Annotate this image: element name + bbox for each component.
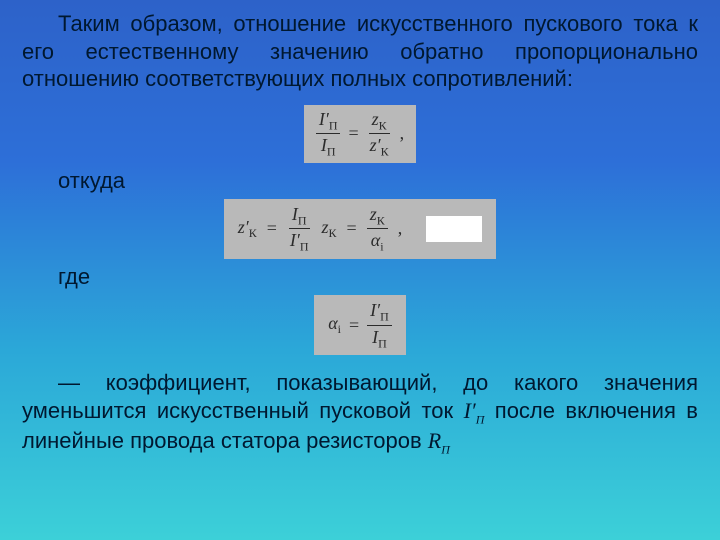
f2-lhs: z′ bbox=[238, 217, 249, 237]
f1-rns: К bbox=[379, 118, 387, 132]
f1-tail: , bbox=[400, 123, 405, 144]
formula-2-white-box bbox=[426, 216, 482, 242]
f3-lhs-wrap: αi bbox=[328, 313, 341, 337]
f2-rnv: z bbox=[370, 204, 377, 224]
f3-lhs: α bbox=[328, 313, 337, 333]
f2-eq1: = bbox=[267, 218, 277, 239]
f2-rns: К bbox=[377, 213, 385, 227]
f1-rds: К bbox=[381, 145, 389, 159]
formula-2-wrap: z′К = IП I′П zК = zК αi bbox=[22, 199, 698, 259]
formula-1-right-den: z′К bbox=[367, 134, 392, 158]
p2-sub2: П bbox=[441, 443, 450, 457]
paragraph-1: Таким образом, отношение искусственного … bbox=[22, 10, 698, 93]
f3-n: I′П bbox=[367, 301, 392, 326]
paragraph-2: — коэффициент, показывающий, до какого з… bbox=[22, 369, 698, 457]
word-gde-text: где bbox=[58, 264, 90, 289]
formula-3: αi = I′П IП bbox=[314, 295, 406, 355]
formula-1-right-frac: zК z′К bbox=[367, 110, 392, 158]
p2-sym2: R bbox=[428, 428, 441, 453]
f2-mts: К bbox=[329, 226, 337, 240]
f2-mdv: I′ bbox=[290, 230, 300, 250]
f3-frac: I′П IП bbox=[367, 301, 392, 349]
p2-sym1: I′ bbox=[464, 398, 476, 423]
f1-lds: П bbox=[327, 145, 336, 159]
formula-1-left-den: IП bbox=[318, 134, 339, 158]
f2-mid-frac: IП I′П bbox=[287, 205, 312, 253]
f1-rd: z′ bbox=[370, 135, 381, 155]
word-gde: где bbox=[22, 265, 698, 289]
f2-md: I′П bbox=[287, 229, 312, 253]
f1-rn: z bbox=[372, 109, 379, 129]
formula-1-left-frac: I′П IП bbox=[316, 110, 341, 158]
f2-mid-tail-wrap: zК bbox=[322, 217, 337, 241]
f2-rd: αi bbox=[368, 229, 387, 253]
f3-ns: П bbox=[380, 310, 389, 324]
f3-d: IП bbox=[369, 326, 390, 350]
f2-mt: z bbox=[322, 217, 329, 237]
f2-tail: , bbox=[398, 218, 403, 239]
f3-eq: = bbox=[349, 315, 359, 336]
f3-nv: I′ bbox=[370, 300, 380, 320]
f2-lhs-s: К bbox=[249, 226, 257, 240]
formula-1-wrap: I′П IП = zК z′К , bbox=[22, 105, 698, 163]
f2-lhs-wrap: z′К bbox=[238, 217, 257, 241]
word-otkuda-text: откуда bbox=[58, 168, 125, 193]
formula-1: I′П IП = zК z′К , bbox=[304, 105, 416, 163]
f2-mds: П bbox=[300, 240, 309, 254]
f1-ln: I′ bbox=[319, 109, 329, 129]
f2-r-frac: zК αi bbox=[367, 205, 388, 253]
slide: Таким образом, отношение искусственного … bbox=[0, 0, 720, 540]
f2-eq2: = bbox=[347, 218, 357, 239]
f3-lhs-s: i bbox=[338, 322, 341, 336]
f1-eq: = bbox=[348, 123, 358, 144]
word-otkuda: откуда bbox=[22, 169, 698, 193]
f2-mns: П bbox=[298, 213, 307, 227]
f2-mn: IП bbox=[289, 205, 310, 230]
formula-2: z′К = IП I′П zК = zК αi bbox=[224, 199, 496, 259]
f2-rn: zК bbox=[367, 205, 388, 230]
f3-ds: П bbox=[378, 336, 387, 350]
formula-1-right-num: zК bbox=[369, 110, 390, 135]
f2-rdv: α bbox=[371, 230, 380, 250]
formula-3-wrap: αi = I′П IП bbox=[22, 295, 698, 355]
f1-lns: П bbox=[329, 118, 338, 132]
f2-rds: i bbox=[380, 240, 383, 254]
paragraph-1-text: Таким образом, отношение искусственного … bbox=[22, 11, 698, 91]
formula-1-left-num: I′П bbox=[316, 110, 341, 135]
